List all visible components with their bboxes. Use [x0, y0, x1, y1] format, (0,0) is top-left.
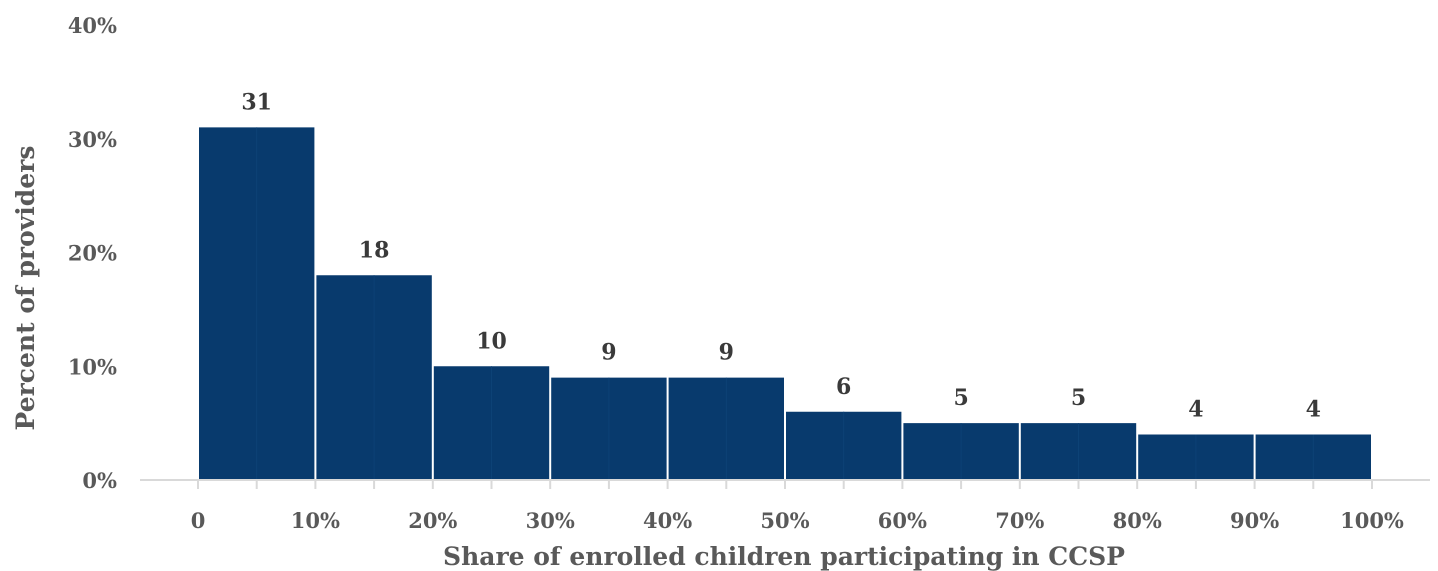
bar-data-label: 5 [953, 385, 968, 411]
x-tick-label: 40% [643, 508, 692, 533]
x-tick-label: 60% [878, 508, 927, 533]
y-tick-label: 30% [68, 127, 117, 152]
x-axis-tick-marks [197, 480, 1373, 489]
data-labels: 31 18 10 9 9 6 5 5 4 4 [241, 89, 1321, 422]
bar-data-label: 9 [601, 340, 616, 366]
x-tick-label: 80% [1113, 508, 1162, 533]
y-tick-label: 40% [68, 13, 117, 38]
x-tick-label: 0 [191, 508, 206, 533]
x-axis-title: Share of enrolled children participating… [443, 542, 1125, 571]
bar-data-label: 4 [1306, 397, 1321, 423]
x-tick-label: 70% [995, 508, 1044, 533]
bar-data-label: 9 [719, 340, 734, 366]
y-tick-label: 0% [82, 468, 117, 493]
x-tick-label: 10% [291, 508, 340, 533]
bar-data-label: 5 [1071, 385, 1086, 411]
x-axis-tick-labels: 0 10% 20% 30% 40% 50% 60% 70% 80% 90% 100% [191, 508, 1404, 533]
bar-data-label: 18 [359, 237, 390, 263]
x-tick-label: 30% [526, 508, 575, 533]
y-axis-tick-labels: 0% 10% 20% 30% 40% [68, 13, 117, 493]
bars [199, 127, 1371, 480]
y-tick-label: 20% [68, 241, 117, 266]
x-tick-label: 50% [760, 508, 809, 533]
bar-data-label: 6 [836, 374, 851, 400]
y-tick-label: 10% [68, 354, 117, 379]
x-tick-label: 100% [1340, 508, 1404, 533]
bar-data-label: 4 [1188, 397, 1203, 423]
bar-data-label: 31 [241, 89, 272, 115]
x-tick-label: 90% [1230, 508, 1279, 533]
bar-data-label: 10 [476, 328, 507, 354]
y-axis-title: Percent of providers [11, 146, 40, 431]
x-tick-label: 20% [408, 508, 457, 533]
